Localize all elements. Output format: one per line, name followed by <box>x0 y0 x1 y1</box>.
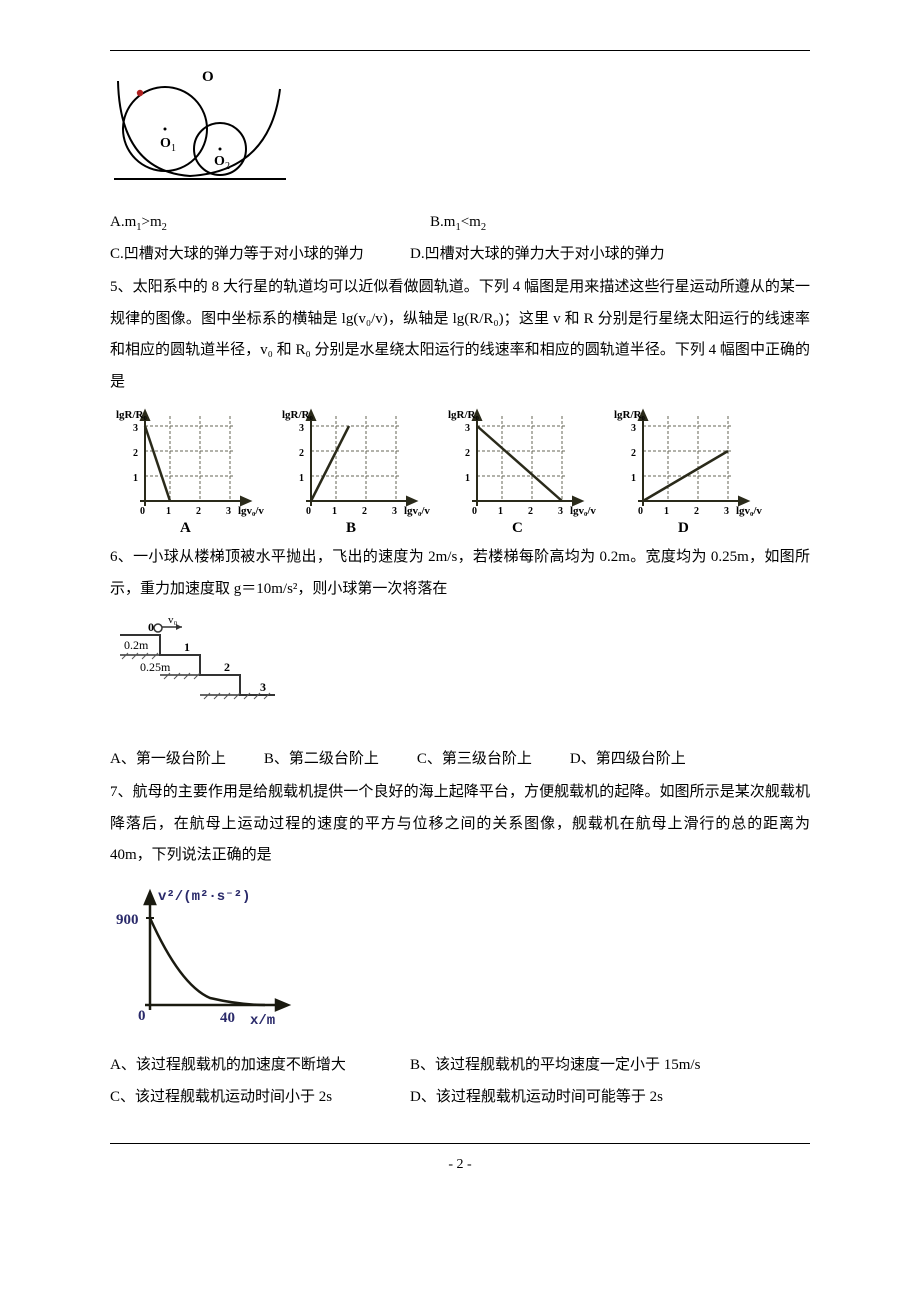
q5-plot-D: 3 2 1 0 1 2 3 lgR/R₀ lgv₀/v D <box>608 406 768 534</box>
svg-text:2: 2 <box>694 506 699 517</box>
q7-figure: v²/(m²·s⁻²) 900 0 40 x/m <box>110 880 810 1043</box>
q4-figure: O 1 O 2 O <box>110 71 810 199</box>
q7-stem: 7、航母的主要作用是给舰载机提供一个良好的海上起降平台，方便舰载机的起降。如图所… <box>110 777 810 872</box>
q7-origin: 0 <box>138 1008 146 1024</box>
q5-figure: 3 2 1 0 1 2 3 lgR/R₀ lgv₀/v A 3 2 1 0 1 2 3 lgR/R₀… <box>110 406 810 534</box>
svg-text:1: 1 <box>171 143 176 154</box>
svg-text:2: 2 <box>133 448 138 459</box>
svg-text:lgR/R₀: lgR/R₀ <box>448 409 480 421</box>
svg-text:2: 2 <box>465 448 470 459</box>
q7-optB: B、该过程舰载机的平均速度一定小于 15m/s <box>410 1050 700 1082</box>
q6-stem: 6、一小球从楼梯顶被水平抛出，飞出的速度为 2m/s，若楼梯每阶高均为 0.2m… <box>110 542 810 605</box>
q7-ylabel: v²/(m²·s⁻²) <box>158 889 250 905</box>
svg-text:1: 1 <box>465 473 470 484</box>
q6-optA: A、第一级台阶上 <box>110 744 226 776</box>
svg-text:lgR/R₀: lgR/R₀ <box>614 409 646 421</box>
svg-text:lgv₀/v: lgv₀/v <box>736 505 762 517</box>
svg-text:1: 1 <box>166 506 171 517</box>
svg-text:1: 1 <box>133 473 138 484</box>
svg-text:2: 2 <box>196 506 201 517</box>
svg-text:O: O <box>202 71 214 85</box>
q6-figure: v₀ 0 0.2m 1 0.25m 2 3 <box>110 613 810 736</box>
q5-stem: 5、太阳系中的 8 大行星的轨道均可以近似看做圆轨道。下列 4 幅图是用来描述这… <box>110 272 810 398</box>
q7-optA: A、该过程舰载机的加速度不断增大 <box>110 1050 410 1082</box>
svg-text:3: 3 <box>133 423 138 434</box>
svg-text:3: 3 <box>465 423 470 434</box>
top-rule <box>110 50 810 51</box>
svg-text:2: 2 <box>224 660 230 674</box>
svg-text:0: 0 <box>140 506 145 517</box>
svg-text:2: 2 <box>528 506 533 517</box>
svg-text:1: 1 <box>664 506 669 517</box>
q7-options-row1: A、该过程舰载机的加速度不断增大 B、该过程舰载机的平均速度一定小于 15m/s <box>110 1050 810 1082</box>
q6-optD: D、第四级台阶上 <box>570 744 686 776</box>
q6-optB: B、第二级台阶上 <box>264 744 379 776</box>
svg-text:3: 3 <box>299 423 304 434</box>
q4-optD: D.凹槽对大球的弹力大于对小球的弹力 <box>410 239 665 271</box>
svg-text:lgR/R₀: lgR/R₀ <box>116 409 148 421</box>
q7-ymax: 900 <box>116 912 139 928</box>
q5-plot-B: 3 2 1 0 1 2 3 lgR/R₀ lgv₀/v B <box>276 406 436 534</box>
svg-text:0: 0 <box>148 620 154 634</box>
svg-text:0: 0 <box>306 506 311 517</box>
svg-text:B: B <box>346 520 356 534</box>
svg-text:0: 0 <box>472 506 477 517</box>
svg-text:O: O <box>160 136 171 151</box>
svg-text:3: 3 <box>260 680 266 694</box>
svg-text:lgR/R₀: lgR/R₀ <box>282 409 314 421</box>
q7-xmax: 40 <box>220 1010 235 1026</box>
svg-text:1: 1 <box>184 640 190 654</box>
svg-text:0: 0 <box>638 506 643 517</box>
q5-plot-A: 3 2 1 0 1 2 3 lgR/R₀ lgv₀/v A <box>110 406 270 534</box>
svg-text:v₀: v₀ <box>168 614 178 626</box>
q4-optB: B.m1<m2 <box>430 207 486 239</box>
svg-text:3: 3 <box>558 506 563 517</box>
q4-optC: C.凹槽对大球的弹力等于对小球的弹力 <box>110 239 410 271</box>
q7-options-row2: C、该过程舰载机运动时间小于 2s D、该过程舰载机运动时间可能等于 2s <box>110 1082 810 1114</box>
svg-text:C: C <box>512 520 523 534</box>
bottom-rule <box>110 1143 810 1144</box>
svg-text:1: 1 <box>332 506 337 517</box>
svg-text:2: 2 <box>299 448 304 459</box>
q4-options-row2: C.凹槽对大球的弹力等于对小球的弹力 D.凹槽对大球的弹力大于对小球的弹力 <box>110 239 810 271</box>
svg-text:3: 3 <box>724 506 729 517</box>
svg-text:lgv₀/v: lgv₀/v <box>570 505 596 517</box>
q6-h-label: 0.2m <box>124 638 149 652</box>
svg-text:lgv₀/v: lgv₀/v <box>238 505 264 517</box>
q7-xlabel: x/m <box>250 1013 275 1029</box>
q6-options: A、第一级台阶上 B、第二级台阶上 C、第三级台阶上 D、第四级台阶上 <box>110 744 810 776</box>
q4-options-row1: A.m1>m2 B.m1<m2 <box>110 207 810 239</box>
q5-plot-C: 3 2 1 0 1 2 3 lgR/R₀ lgv₀/v C <box>442 406 602 534</box>
q4-optA: A.m1>m2 <box>110 207 430 239</box>
svg-text:3: 3 <box>392 506 397 517</box>
svg-text:1: 1 <box>299 473 304 484</box>
page-number: - 2 - <box>110 1150 810 1179</box>
svg-text:2: 2 <box>225 161 230 172</box>
q6-w-label: 0.25m <box>140 660 171 674</box>
svg-text:2: 2 <box>631 448 636 459</box>
q7-optC: C、该过程舰载机运动时间小于 2s <box>110 1082 410 1114</box>
svg-text:lgv₀/v: lgv₀/v <box>404 505 430 517</box>
q6-optC: C、第三级台阶上 <box>417 744 532 776</box>
svg-text:3: 3 <box>631 423 636 434</box>
svg-text:2: 2 <box>362 506 367 517</box>
svg-text:1: 1 <box>498 506 503 517</box>
svg-text:1: 1 <box>631 473 636 484</box>
q7-optD: D、该过程舰载机运动时间可能等于 2s <box>410 1082 663 1114</box>
svg-text:O: O <box>214 154 225 169</box>
svg-text:3: 3 <box>226 506 231 517</box>
svg-text:A: A <box>180 520 191 534</box>
svg-text:D: D <box>678 520 689 534</box>
